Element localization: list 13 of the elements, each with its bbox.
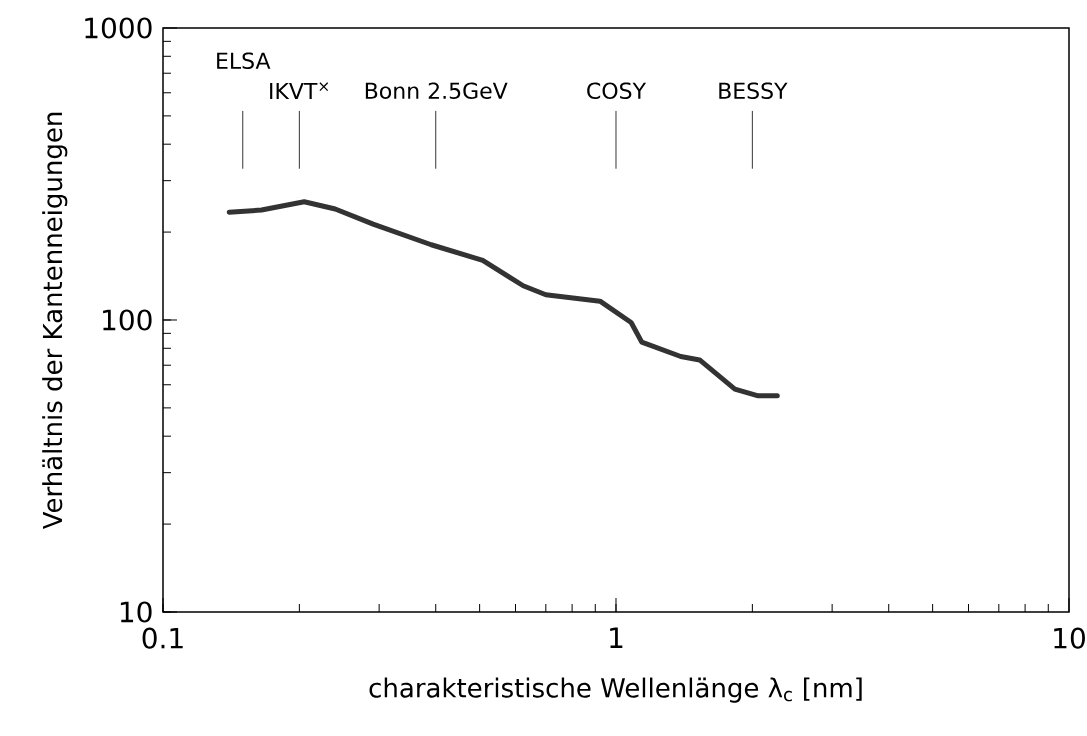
ref-line-label: ELSA <box>217 52 271 70</box>
y-tick-label: 10 <box>120 601 152 623</box>
y-tick-label: 1000 <box>85 17 152 39</box>
x-tick-label: 1 <box>610 627 623 648</box>
x-tick-label: 0.1 <box>142 627 183 649</box>
ref-line-label: BESSY <box>719 82 788 100</box>
ref-line-label: Bonn 2.5GeV <box>365 82 508 100</box>
x-tick-label: 10 <box>1054 627 1085 649</box>
x-axis-title: charakteristische Wellenlänge λ$_{c}$ [nm] <box>369 677 862 703</box>
ref-line-label: COSY <box>587 82 647 100</box>
y-tick-label: 100 <box>103 309 152 331</box>
y-axis-title: Verhältnis der Kantenneigungen <box>42 112 68 530</box>
ref-line-label: IKVT$^{×}$ <box>270 82 329 100</box>
